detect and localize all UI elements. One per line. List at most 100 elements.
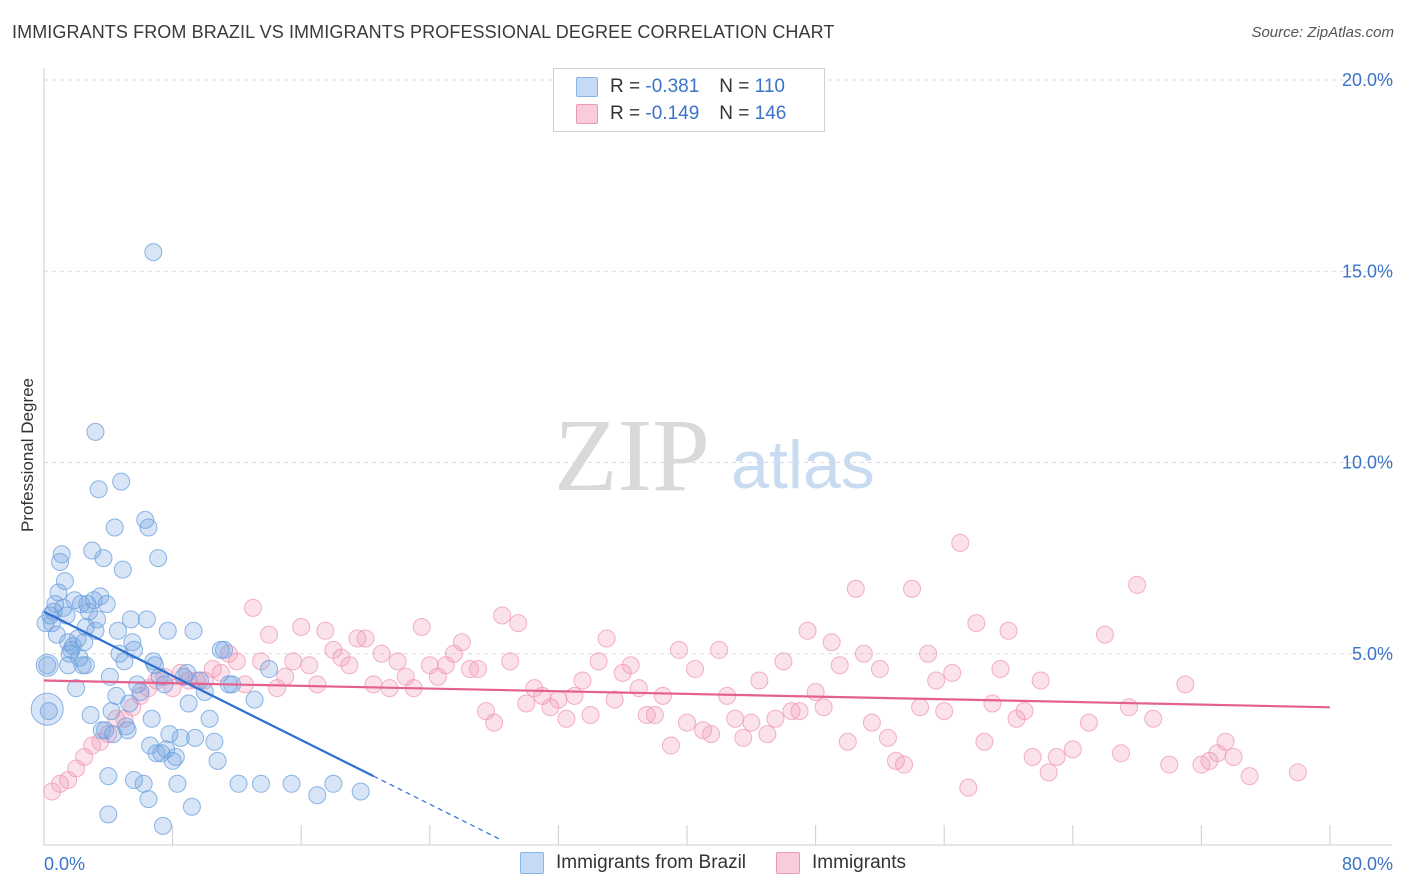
watermark-zip: ZIP <box>554 398 710 513</box>
pink-point <box>276 667 295 686</box>
pink-point <box>1176 675 1195 694</box>
pink-point <box>854 644 873 663</box>
blue-point <box>81 705 100 724</box>
legend-row-immigrants: R = -0.149 N = 146 <box>576 101 786 127</box>
pink-trend-line <box>43 679 1331 709</box>
pink-point <box>870 660 889 679</box>
grid-lines <box>44 79 1392 655</box>
blue-point <box>182 797 201 816</box>
pink-point <box>710 640 729 659</box>
pink-point <box>983 694 1002 713</box>
pink-point <box>1216 732 1235 751</box>
pink-point <box>798 621 817 640</box>
pink-point <box>227 652 246 671</box>
pink-point <box>959 778 978 797</box>
pink-point <box>1079 713 1098 732</box>
blue-point <box>157 740 176 759</box>
pink-point <box>903 579 922 598</box>
pink-point <box>1095 625 1114 644</box>
pink-point <box>702 725 721 744</box>
pink-point <box>1023 748 1042 767</box>
pink-point <box>951 533 970 552</box>
series-legend: Immigrants from Brazil Immigrants <box>520 852 936 874</box>
blue-point <box>351 782 370 801</box>
blue-point <box>200 709 219 728</box>
blue-point <box>76 656 95 675</box>
pink-point <box>260 625 279 644</box>
pink-point <box>300 656 319 675</box>
chart-title: IMMIGRANTS FROM BRAZIL VS IMMIGRANTS PRO… <box>12 22 835 42</box>
pink-point <box>452 633 471 652</box>
series-legend-brazil[interactable]: Immigrants from Brazil <box>520 852 746 874</box>
legend-swatch-pink <box>576 104 598 124</box>
pink-point <box>549 690 568 709</box>
blue-point <box>105 518 124 537</box>
pink-point <box>927 671 946 690</box>
blue-point <box>324 774 343 793</box>
pink-point <box>678 713 696 732</box>
pink-point <box>943 663 962 682</box>
pink-point <box>1160 755 1179 774</box>
blue-point <box>229 774 248 793</box>
blue-point <box>215 640 234 659</box>
legend-r-label: R = <box>610 76 641 97</box>
pink-point <box>838 732 857 751</box>
blue-point <box>137 610 156 629</box>
pink-point <box>1240 767 1259 786</box>
series-swatch-blue <box>520 852 544 874</box>
pink-point <box>1039 763 1058 782</box>
blue-point <box>155 675 174 694</box>
blue-point <box>168 774 187 793</box>
pink-point <box>292 617 311 636</box>
pink-point <box>661 736 680 755</box>
pink-point <box>686 660 705 679</box>
blue-point <box>184 621 203 640</box>
legend-r-value: -0.381 <box>645 76 700 97</box>
y-tick-label: 15.0% <box>1342 261 1393 281</box>
blue-point <box>30 692 64 726</box>
pink-point <box>935 702 954 721</box>
blue-point <box>186 728 205 747</box>
pink-point <box>975 732 994 751</box>
blue-point <box>36 614 55 633</box>
pink-point <box>1224 748 1243 767</box>
blue-point <box>102 702 121 721</box>
blue-point <box>160 725 179 744</box>
pink-point <box>967 614 986 633</box>
blue-point <box>67 679 86 698</box>
pink-point <box>653 686 672 705</box>
blue-point <box>108 621 127 640</box>
pink-point <box>750 671 769 690</box>
blue-point <box>158 621 177 640</box>
pink-point <box>581 705 600 724</box>
watermark-atlas: atlas <box>731 427 875 503</box>
pink-point <box>412 617 431 636</box>
pink-point <box>485 713 504 732</box>
blue-point <box>121 610 140 629</box>
pink-point <box>1031 671 1050 690</box>
blue-point <box>51 552 70 571</box>
pink-point <box>830 656 849 675</box>
blue-point <box>123 633 142 652</box>
blue-point <box>282 774 301 793</box>
pink-point <box>308 675 327 694</box>
pink-point <box>557 709 576 728</box>
legend-n-label: N = <box>719 76 750 97</box>
blue-point <box>89 480 108 499</box>
pink-point <box>621 656 640 675</box>
legend-n-value: 146 <box>754 103 787 124</box>
pink-point <box>243 598 262 617</box>
y-tick-label: 5.0% <box>1352 644 1393 664</box>
chart-source: Source: ZipAtlas.com <box>1251 24 1394 41</box>
pink-point <box>1112 744 1131 763</box>
series-legend-immigrants[interactable]: Immigrants <box>776 852 906 874</box>
pink-point <box>1120 698 1139 717</box>
pink-series-points <box>43 533 1307 801</box>
pink-point <box>726 709 745 728</box>
blue-point <box>62 640 81 659</box>
blue-point <box>131 683 150 701</box>
blue-point <box>308 786 327 805</box>
correlation-legend: R = -0.381 N = 110 R = -0.149 N = 146 <box>553 68 825 132</box>
blue-point <box>144 243 163 262</box>
pink-point <box>372 644 391 663</box>
